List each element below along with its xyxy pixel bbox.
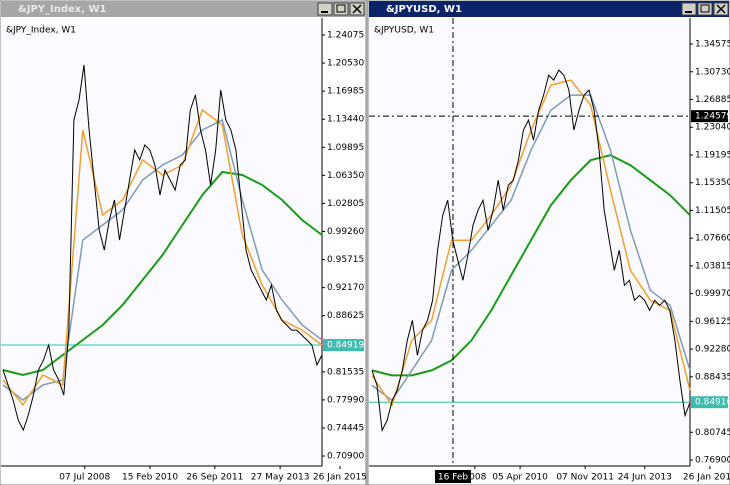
y-tick-label: 1.13440 bbox=[327, 115, 364, 125]
x-tick-label: 07 Nov 2011 bbox=[556, 473, 614, 483]
price-line bbox=[2, 108, 323, 407]
y-tick-label: 0.96125 bbox=[695, 317, 730, 327]
y-tick-label: 1.34575 bbox=[695, 40, 730, 50]
x-tick-label: 26 Jan 2015 bbox=[313, 473, 367, 483]
close-glyph bbox=[352, 4, 362, 14]
y-tick-label: 0.99260 bbox=[327, 227, 364, 237]
y-tick-label: 0.95715 bbox=[327, 255, 364, 265]
window-title: &JPYUSD, W1 bbox=[386, 4, 462, 15]
x-tick-label: 26 Sep 2011 bbox=[186, 473, 243, 483]
y-tick-label: 1.26885 bbox=[695, 95, 730, 105]
y-tick-label: 0.88435 bbox=[695, 372, 730, 382]
y-tick-label: 0.88625 bbox=[327, 311, 364, 321]
x-tick-label: 24 Jun 2013 bbox=[618, 473, 672, 483]
y-tick-label: 0.70900 bbox=[327, 452, 364, 462]
price-line bbox=[371, 69, 691, 433]
y-tick-label: 0.92170 bbox=[327, 283, 364, 293]
chart: &JPY_Index, W1 1.24075 1.20530 1.16985 1.134… bbox=[1, 18, 367, 483]
chart-label: &JPY_Index, W1 bbox=[6, 26, 76, 36]
maximize-glyph bbox=[700, 4, 710, 13]
y-tick-label: 0.80745 bbox=[695, 428, 730, 438]
y-tick-label: 1.02805 bbox=[327, 199, 364, 209]
window-buttons bbox=[681, 2, 729, 16]
y-tick-label: 1.07660 bbox=[695, 234, 730, 244]
price-line bbox=[2, 64, 323, 432]
current-price-box bbox=[323, 339, 364, 352]
window-buttons bbox=[317, 2, 365, 16]
y-tick-label: 1.24075 bbox=[327, 31, 364, 41]
current-price-box bbox=[691, 396, 728, 409]
y-tick-label: 0.74445 bbox=[327, 423, 364, 433]
maximize-glyph bbox=[336, 4, 346, 13]
crosshair-x-box bbox=[434, 470, 471, 483]
y-tick-label: 1.23040 bbox=[695, 123, 730, 133]
x-tick-label: 07 Jul 2008 bbox=[59, 473, 110, 483]
y-tick-label: 1.15350 bbox=[695, 178, 730, 188]
x-tick-label: 15 Feb 2010 bbox=[122, 473, 178, 483]
minimize-button[interactable] bbox=[681, 2, 697, 16]
y-tick-label: 0.77990 bbox=[327, 395, 364, 405]
y-tick-label: 1.03815 bbox=[695, 261, 730, 271]
price-line bbox=[371, 94, 691, 402]
y-tick-label: 1.16985 bbox=[327, 87, 364, 97]
x-tick-label: 2008 bbox=[463, 473, 486, 483]
price-line bbox=[371, 154, 691, 377]
y-tick-label: 0.92280 bbox=[695, 345, 730, 355]
y-tick-label: 1.20530 bbox=[327, 59, 364, 69]
y-tick-label: 1.09895 bbox=[327, 143, 364, 153]
y-tick-label: 0.99970 bbox=[695, 289, 730, 299]
close-glyph bbox=[716, 4, 726, 14]
y-tick-label: 1.19195 bbox=[695, 150, 730, 160]
crosshair-y-label: 1.24579 bbox=[695, 112, 730, 122]
chart: &JPYUSD, W11.345751.307301.268851.230401… bbox=[369, 18, 730, 483]
title-bar[interactable] bbox=[369, 1, 729, 17]
minimize-button[interactable] bbox=[317, 2, 333, 16]
y-tick-label: 0.81535 bbox=[327, 367, 364, 377]
y-tick-label: 1.06350 bbox=[327, 171, 364, 181]
window-title: &JPY_Index, W1 bbox=[18, 4, 107, 15]
y-tick-label: 1.30730 bbox=[695, 67, 730, 77]
title-bar[interactable] bbox=[1, 1, 365, 17]
crosshair-x-label: 16 Feb bbox=[438, 473, 469, 483]
price-line bbox=[2, 170, 323, 377]
x-tick-label: 26 Jan 2015 bbox=[683, 473, 730, 483]
current-price-label: 0.84919 bbox=[327, 341, 364, 351]
y-tick-label: 0.76900 bbox=[695, 456, 730, 466]
y-tick-label: 1.11505 bbox=[695, 206, 730, 216]
plot-area bbox=[1, 18, 322, 466]
chart-label: &JPYUSD, W1 bbox=[374, 26, 434, 36]
x-tick-label: 05 Apr 2010 bbox=[492, 473, 548, 483]
crosshair-y-box bbox=[691, 110, 728, 123]
x-tick-label: 27 May 2013 bbox=[251, 473, 310, 483]
current-price-label: 0.84916 bbox=[695, 398, 730, 408]
